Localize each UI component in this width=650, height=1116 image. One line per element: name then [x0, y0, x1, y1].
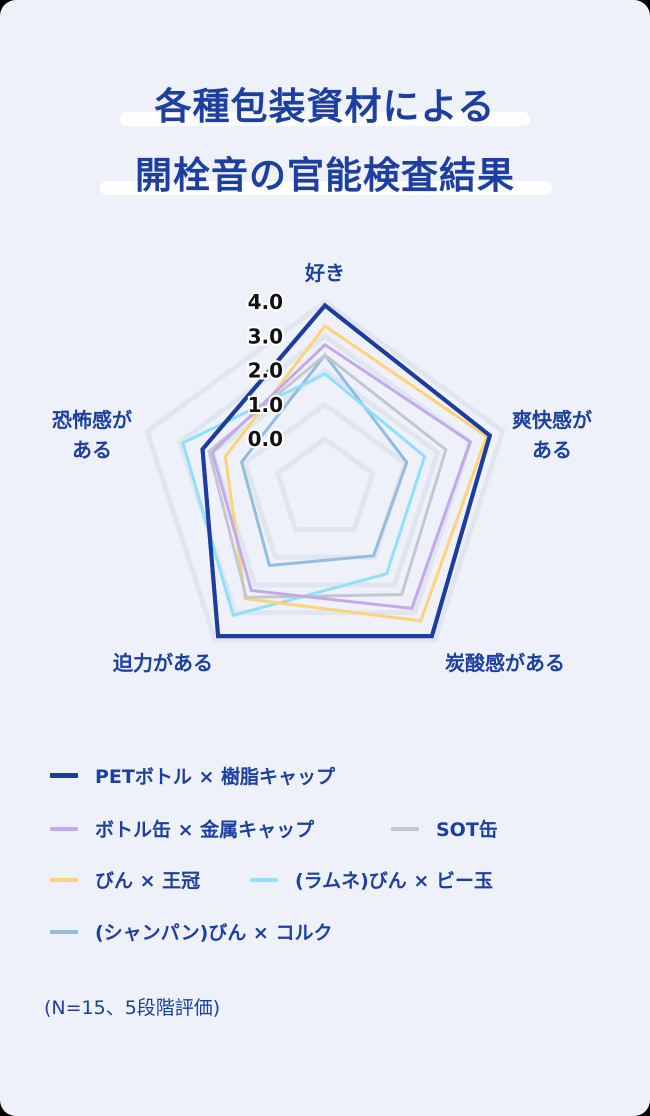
series-line	[210, 342, 473, 611]
series-line	[181, 372, 427, 618]
legend-swatch	[391, 826, 419, 831]
legend-swatch	[250, 877, 278, 882]
radial-tick-label: 4.0	[248, 290, 283, 314]
legend-item-sot-can: SOT缶	[391, 815, 498, 842]
axis-label-like: 好き	[305, 261, 345, 285]
title-highlight-1	[120, 112, 530, 126]
title-line-2: 開栓音の官能検査結果	[135, 154, 515, 197]
radar-chart: 0.0 1.0 2.0 3.0 4.0	[144, 288, 506, 643]
radial-tick-label: 2.0	[248, 359, 283, 383]
legend-item-pet: PETボトル × 樹脂キャップ	[50, 762, 335, 789]
axis-label-power: 迫力がある	[113, 651, 213, 675]
axis-label-carbonation: 炭酸感がある	[445, 651, 565, 675]
legend-swatch	[50, 877, 78, 882]
grid-ring	[274, 435, 376, 532]
legend-item-ramune: (ラムネ)びん × ビー玉	[250, 866, 493, 893]
radial-tick-label: 1.0	[248, 393, 283, 417]
sample-note: (N=15、5段階評価)	[44, 997, 221, 1019]
title-highlight-2	[100, 181, 552, 195]
legend-item-champagne: (シャンパン)びん × コルク	[50, 918, 332, 945]
series-line-pet	[200, 302, 493, 639]
legend-swatch	[50, 826, 78, 831]
grid-ring	[144, 298, 506, 643]
grid-ring	[241, 401, 409, 560]
radial-tick-label: 0.0	[248, 427, 283, 451]
grid-ring	[209, 367, 441, 588]
axis-label-refreshing: 爽快感が ある	[512, 408, 592, 462]
series-line	[239, 352, 409, 568]
axis-label-fear: 恐怖感が ある	[52, 408, 132, 462]
series-line	[223, 323, 489, 623]
legend-item-bottle-can: ボトル缶 × 金属キャップ	[50, 815, 314, 842]
legend-swatch	[50, 929, 78, 934]
legend-swatch	[50, 773, 78, 778]
legend-item-crown: びん × 王冠	[50, 866, 200, 893]
title-line-1: 各種包装資材による	[154, 85, 496, 128]
radial-tick-label: 3.0	[248, 324, 283, 348]
